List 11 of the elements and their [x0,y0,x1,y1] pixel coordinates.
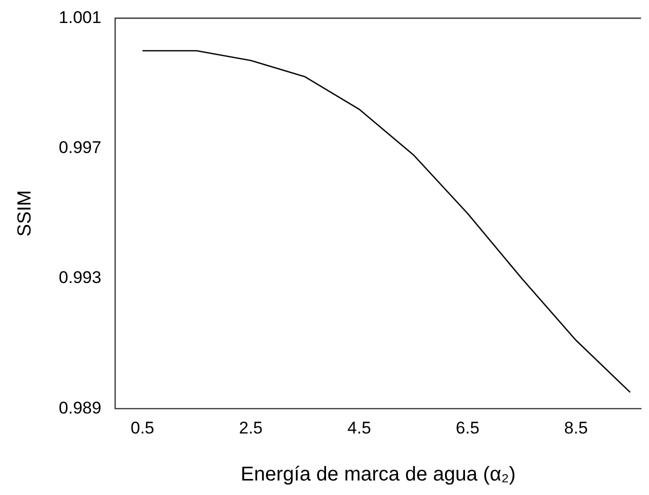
y-tick-label: 1.001 [58,8,102,27]
x-tick-label: 2.5 [239,418,263,438]
y-tick-label: 0.993 [58,268,102,288]
x-tick-label: 0.5 [130,418,154,438]
y-tick-label: 0.989 [58,398,102,418]
x-axis-title: Energía de marca de agua (α₂) [240,464,516,486]
x-tick-label: 6.5 [456,418,480,438]
y-tick-label: 0.997 [58,138,102,158]
x-tick-label: 8.5 [564,418,588,438]
y-axis-title: SSIM [14,190,36,237]
x-tick-label: 4.5 [347,418,372,438]
